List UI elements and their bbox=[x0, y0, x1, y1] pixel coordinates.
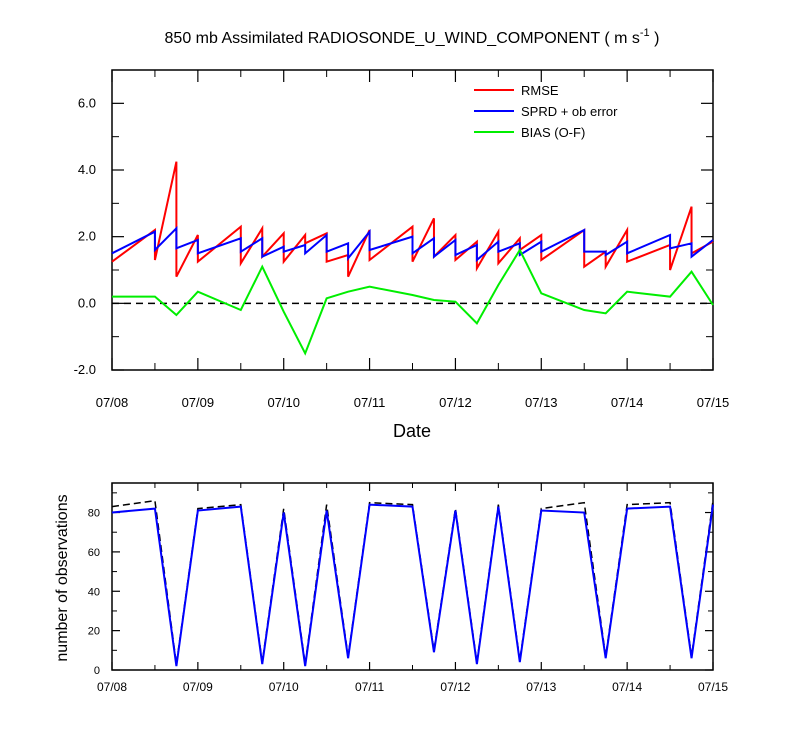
x-tick-label: 07/11 bbox=[354, 395, 386, 410]
series-line-bias-o-f bbox=[112, 247, 714, 356]
x-tick-label: 07/10 bbox=[267, 395, 300, 410]
x-tick-label: 07/11 bbox=[355, 680, 384, 694]
x-tick-label: 07/12 bbox=[440, 680, 470, 694]
y-tick-label: 0.0 bbox=[78, 295, 96, 310]
x-tick-label: 07/10 bbox=[269, 680, 299, 694]
x-tick-label: 07/13 bbox=[526, 680, 556, 694]
x-tick-label: 07/12 bbox=[439, 395, 472, 410]
legend-label: BIAS (O-F) bbox=[521, 125, 585, 140]
x-tick-label: 07/13 bbox=[525, 395, 558, 410]
y-tick-label: 6.0 bbox=[78, 95, 96, 110]
x-tick-label: 07/08 bbox=[96, 395, 129, 410]
plot-frame bbox=[111, 69, 714, 371]
y-tick-label: -2.0 bbox=[74, 362, 96, 377]
x-tick-label: 07/14 bbox=[612, 680, 642, 694]
series-line-observations-possible bbox=[111, 499, 714, 665]
x-axis-label: Date bbox=[393, 421, 431, 441]
bottom-plot: 07/08 07/09 07/10 07/11 07/12 07/13 07/14 07/15… bbox=[88, 482, 728, 694]
y-tick-label: 0 bbox=[94, 665, 100, 677]
x-tick-label: 07/15 bbox=[698, 680, 728, 694]
legend-label: SPRD + ob error bbox=[521, 104, 618, 119]
series-line-sprd-ob-error bbox=[111, 225, 714, 263]
x-tick-label: 07/08 bbox=[97, 680, 127, 694]
series-line-rmse bbox=[111, 161, 714, 278]
series-line-observations-assimilated bbox=[111, 503, 714, 667]
x-tick-label: 07/09 bbox=[183, 680, 213, 694]
y-tick-label: 2.0 bbox=[78, 229, 96, 244]
y-tick-label: 4.0 bbox=[78, 162, 96, 177]
y-tick-label: 20 bbox=[88, 626, 100, 638]
title-suffix: ) bbox=[650, 30, 660, 47]
x-tick-label: 07/09 bbox=[182, 395, 215, 410]
y-tick-label: 40 bbox=[88, 586, 100, 598]
title-text: 850 mb Assimilated RADIOSONDE_U_WIND_COM… bbox=[165, 30, 640, 47]
y-tick-label: 60 bbox=[88, 547, 100, 559]
chart-title: 850 mb Assimilated RADIOSONDE_U_WIND_COM… bbox=[165, 27, 660, 47]
x-tick-label: 07/15 bbox=[697, 395, 730, 410]
top-plot: 07/08 07/09 07/10 07/11 07/12 07/13 07/14 07/15… bbox=[74, 69, 730, 410]
title-superscript: -1 bbox=[640, 27, 650, 39]
x-tick-label: 07/14 bbox=[611, 395, 644, 410]
legend-label: RMSE bbox=[521, 83, 559, 98]
y-tick-label: 80 bbox=[88, 508, 100, 520]
y-axis-label: number of observations bbox=[54, 494, 71, 661]
